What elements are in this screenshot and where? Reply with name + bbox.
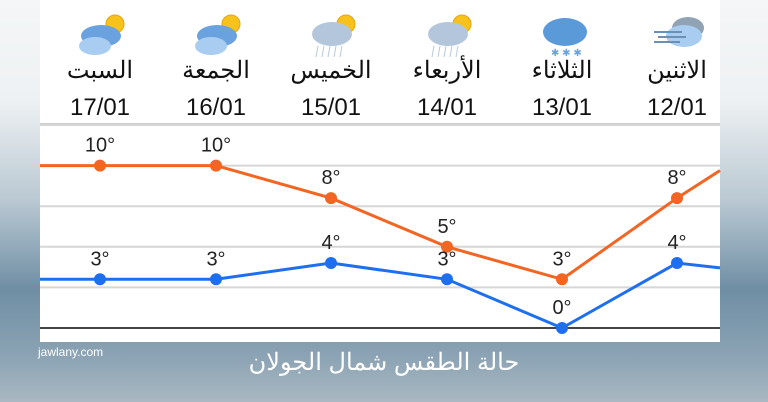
data-point <box>441 240 453 253</box>
data-label: 10° <box>85 135 115 157</box>
data-label: 4° <box>667 232 686 254</box>
day-date: 15/01 <box>300 94 362 121</box>
data-point <box>94 159 106 172</box>
rain-cloud-sun-icon <box>422 10 478 58</box>
data-label: 5° <box>437 216 456 238</box>
data-point <box>94 273 106 286</box>
series-line <box>40 164 721 281</box>
day-column: الاثنين 12/01 <box>622 0 732 124</box>
data-point <box>210 159 222 172</box>
day-column: السبت 17/01 <box>45 0 155 124</box>
day-date: 17/01 <box>69 94 131 121</box>
data-point <box>671 192 683 205</box>
day-name: الثلاثاء <box>531 57 593 84</box>
data-point <box>556 322 568 334</box>
site-watermark: jawlany.com <box>38 345 104 359</box>
day-name: الجمعة <box>182 57 250 84</box>
svg-text:✱ ✱ ✱: ✱ ✱ ✱ <box>551 48 582 58</box>
data-point <box>210 273 222 286</box>
data-label: 4° <box>321 232 340 254</box>
data-point <box>325 257 337 270</box>
day-name: الاثنين <box>647 57 707 84</box>
day-name: السبت <box>66 57 134 84</box>
day-date: 13/01 <box>531 94 593 121</box>
caption: حالة الطقس شمال الجولان <box>248 349 520 376</box>
data-label: 3° <box>552 248 571 270</box>
wind-cloud-icon <box>652 10 708 58</box>
data-label: 0° <box>552 297 571 319</box>
data-label: 3° <box>90 248 109 270</box>
day-name: الأربعاء <box>412 57 482 84</box>
day-column: الأربعاء 14/01 <box>392 0 502 124</box>
partly-cloudy-sun-icon <box>75 10 131 58</box>
day-date: 12/01 <box>646 94 708 121</box>
snow-cloud-icon: ✱ ✱ ✱ <box>537 10 593 59</box>
data-point <box>671 257 683 270</box>
partly-cloudy-sun-icon <box>191 10 247 58</box>
forecast-panel <box>40 0 720 342</box>
day-date: 16/01 <box>185 94 247 121</box>
data-label: 8° <box>321 167 340 189</box>
data-point <box>556 273 568 286</box>
day-column: الخميس 15/01 <box>276 0 386 124</box>
data-label: 3° <box>206 248 225 270</box>
day-column: ✱ ✱ ✱ الثلاثاء 13/01 <box>507 0 617 124</box>
data-point <box>441 273 453 286</box>
data-label: 3° <box>437 248 456 270</box>
day-column: الجمعة 16/01 <box>161 0 271 124</box>
series-line <box>40 261 721 330</box>
data-label: 8° <box>667 167 686 189</box>
data-label: 10° <box>201 135 231 157</box>
day-date: 14/01 <box>416 94 478 121</box>
day-name: الخميس <box>290 57 372 84</box>
data-point <box>325 192 337 205</box>
rain-cloud-sun-icon <box>306 10 362 58</box>
